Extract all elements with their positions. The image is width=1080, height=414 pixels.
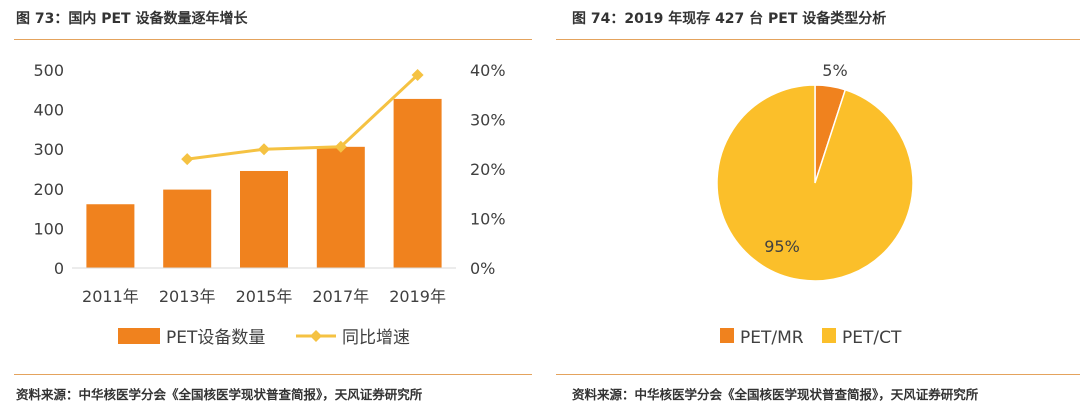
figure-73-source: 资料来源：中华核医学分会《全国核医学现状普查简报》，天风证券研究所 bbox=[16, 387, 423, 402]
pie-value-label: 5% bbox=[822, 61, 847, 80]
legend-line-label: 同比增速 bbox=[342, 328, 410, 348]
pie-slice-PET/CT bbox=[716, 84, 914, 282]
x-axis-tick-label: 2019年 bbox=[389, 287, 446, 306]
left-axis-tick-label: 300 bbox=[33, 140, 64, 159]
legend-label: PET/MR bbox=[740, 328, 804, 348]
pet-type-pie-chart: 5% 95% PET/MR PET/CT bbox=[716, 61, 914, 348]
growth-rate-point bbox=[181, 153, 194, 166]
figure-74-title: 图 74：2019 年现存 427 台 PET 设备类型分析 bbox=[572, 11, 887, 27]
legend-bar-label: PET设备数量 bbox=[166, 328, 265, 348]
right-axis-tick-label: 0% bbox=[470, 259, 495, 278]
bar-2017年 bbox=[316, 146, 365, 268]
x-axis-tick-label: 2011年 bbox=[82, 287, 139, 306]
right-axis-tick-label: 10% bbox=[470, 210, 506, 229]
growth-rate-point bbox=[411, 68, 424, 81]
growth-rate-point bbox=[258, 143, 270, 156]
x-axis-tick-label: 2017年 bbox=[312, 287, 369, 306]
title-divider bbox=[14, 39, 532, 40]
legend-swatch bbox=[720, 328, 734, 343]
legend-bar-swatch bbox=[118, 328, 160, 344]
left-axis-tick-label: 200 bbox=[33, 180, 64, 199]
legend-label: PET/CT bbox=[842, 328, 902, 348]
bar-2015年 bbox=[240, 170, 288, 268]
bar-2013年 bbox=[163, 189, 212, 268]
bar-2011年 bbox=[86, 204, 135, 268]
pie-value-label: 95% bbox=[764, 237, 800, 256]
left-axis-tick-label: 100 bbox=[33, 219, 64, 238]
figure-74-panel: 图 74：2019 年现存 427 台 PET 设备类型分析 5% 95% PET/… bbox=[556, 0, 1080, 414]
growth-rate-line bbox=[187, 73, 419, 161]
title-divider bbox=[556, 39, 1080, 40]
right-axis-tick-label: 20% bbox=[470, 160, 506, 179]
x-axis-tick-label: 2013年 bbox=[159, 287, 216, 306]
x-axis-tick-label: 2015年 bbox=[236, 287, 293, 306]
right-axis-tick-label: 30% bbox=[470, 111, 506, 130]
left-axis-tick-label: 500 bbox=[33, 61, 64, 80]
bar-2019年 bbox=[393, 98, 442, 268]
left-axis-tick-label: 0 bbox=[54, 259, 64, 278]
source-divider bbox=[14, 374, 532, 375]
legend-swatch bbox=[822, 328, 836, 343]
figure-74-source: 资料来源：中华核医学分会《全国核医学现状普查简报》，天风证券研究所 bbox=[572, 387, 979, 402]
source-divider bbox=[556, 374, 1080, 375]
right-axis-tick-label: 40% bbox=[470, 61, 506, 80]
figure-73-panel: 图 73：国内 PET 设备数量逐年增长 0 100 200 300 400 500 0% 1… bbox=[0, 0, 532, 414]
legend-line-marker bbox=[310, 330, 322, 342]
pet-equipment-combo-chart: 0 100 200 300 400 500 0% 10% 20% 30% 40% 2011年 2013年… bbox=[33, 61, 506, 348]
left-axis-tick-label: 400 bbox=[33, 101, 64, 120]
growth-rate-point bbox=[334, 140, 347, 153]
figure-73-title: 图 73：国内 PET 设备数量逐年增长 bbox=[16, 11, 248, 27]
